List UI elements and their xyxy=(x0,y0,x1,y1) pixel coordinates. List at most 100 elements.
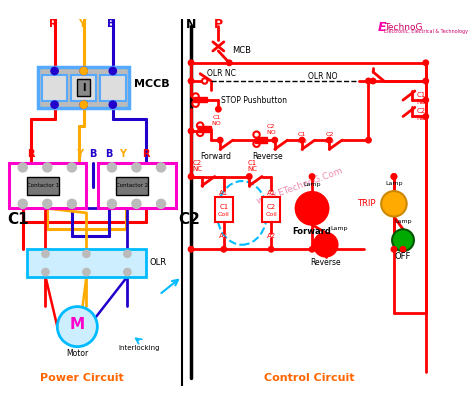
Text: C2: C2 xyxy=(417,108,426,114)
Text: C1: C1 xyxy=(7,212,29,227)
Circle shape xyxy=(423,60,428,66)
Circle shape xyxy=(80,101,87,108)
Circle shape xyxy=(327,137,332,143)
Text: TRIP: TRIP xyxy=(357,199,376,208)
Text: A2: A2 xyxy=(219,233,228,239)
Text: Power Circuit: Power Circuit xyxy=(40,374,124,384)
Bar xyxy=(198,127,211,132)
Bar xyxy=(71,75,96,101)
Circle shape xyxy=(192,93,199,100)
Text: A1: A1 xyxy=(266,190,276,196)
Text: C2: C2 xyxy=(325,132,334,137)
Text: R: R xyxy=(27,149,35,159)
Circle shape xyxy=(310,247,315,252)
Circle shape xyxy=(391,174,397,179)
Circle shape xyxy=(216,106,221,112)
Circle shape xyxy=(109,67,117,75)
Circle shape xyxy=(18,199,27,208)
Circle shape xyxy=(221,247,227,252)
Text: P: P xyxy=(214,18,223,31)
Text: NO: NO xyxy=(212,121,221,126)
Text: www.ETechnoG.Com: www.ETechnoG.Com xyxy=(255,166,345,206)
Text: C2: C2 xyxy=(178,212,200,227)
Text: Contactor 2: Contactor 2 xyxy=(116,183,148,188)
Text: Interlocking: Interlocking xyxy=(118,345,160,351)
Circle shape xyxy=(51,101,58,108)
Circle shape xyxy=(392,229,414,251)
Text: M: M xyxy=(70,317,85,332)
Circle shape xyxy=(366,137,371,143)
Circle shape xyxy=(254,141,260,147)
Text: B: B xyxy=(106,149,113,159)
Text: N: N xyxy=(186,18,196,31)
Text: Reverse: Reverse xyxy=(310,258,341,268)
Bar xyxy=(215,197,233,222)
Text: Y: Y xyxy=(76,149,82,159)
Text: Contactor 1: Contactor 1 xyxy=(27,183,59,188)
Text: NC: NC xyxy=(247,166,257,172)
Circle shape xyxy=(57,307,97,347)
Circle shape xyxy=(188,174,194,179)
Circle shape xyxy=(299,137,305,143)
Bar xyxy=(194,98,207,102)
Circle shape xyxy=(43,199,52,208)
Text: C1: C1 xyxy=(247,160,257,166)
Circle shape xyxy=(423,78,428,84)
Text: Lamp: Lamp xyxy=(330,226,348,231)
Text: B: B xyxy=(107,19,115,29)
Circle shape xyxy=(188,128,194,134)
Circle shape xyxy=(423,98,428,103)
Circle shape xyxy=(401,247,406,252)
Text: OFF: OFF xyxy=(395,252,411,261)
Circle shape xyxy=(254,131,260,138)
Circle shape xyxy=(124,250,131,258)
Text: B: B xyxy=(89,149,97,159)
Bar xyxy=(100,75,126,101)
Circle shape xyxy=(43,163,52,172)
Circle shape xyxy=(42,250,49,258)
Text: C1: C1 xyxy=(219,204,228,210)
Text: C1: C1 xyxy=(212,115,221,120)
Bar xyxy=(117,177,148,195)
Circle shape xyxy=(80,67,87,75)
Circle shape xyxy=(132,199,141,208)
Circle shape xyxy=(268,247,274,252)
Circle shape xyxy=(197,130,203,136)
Bar xyxy=(27,249,146,276)
Text: Coil: Coil xyxy=(265,212,277,217)
Bar xyxy=(27,177,59,195)
Circle shape xyxy=(192,100,199,107)
Text: Lamp: Lamp xyxy=(394,220,412,224)
Circle shape xyxy=(156,163,165,172)
Circle shape xyxy=(391,174,397,179)
Text: R: R xyxy=(49,19,57,29)
Circle shape xyxy=(188,247,194,252)
Text: E: E xyxy=(378,21,386,34)
Circle shape xyxy=(80,101,87,108)
Text: C2: C2 xyxy=(193,160,202,166)
Text: R: R xyxy=(142,149,149,159)
Circle shape xyxy=(381,191,407,216)
Circle shape xyxy=(124,268,131,276)
Circle shape xyxy=(323,247,328,252)
Text: Forward: Forward xyxy=(292,226,331,236)
Circle shape xyxy=(188,60,194,66)
Circle shape xyxy=(80,67,87,75)
Circle shape xyxy=(423,114,428,119)
Circle shape xyxy=(132,163,141,172)
Text: C1: C1 xyxy=(298,132,306,137)
Text: NC: NC xyxy=(417,99,427,105)
Circle shape xyxy=(366,78,371,84)
Text: Motor: Motor xyxy=(66,349,89,358)
Text: NO: NO xyxy=(297,139,307,144)
Circle shape xyxy=(314,233,337,257)
Circle shape xyxy=(272,137,277,143)
Text: A1: A1 xyxy=(219,190,228,196)
Circle shape xyxy=(107,199,117,208)
Circle shape xyxy=(109,101,117,108)
Circle shape xyxy=(83,268,90,276)
Bar xyxy=(98,163,175,208)
Text: NC: NC xyxy=(417,115,427,121)
Circle shape xyxy=(296,192,328,225)
Text: Control Circuit: Control Circuit xyxy=(264,374,355,384)
